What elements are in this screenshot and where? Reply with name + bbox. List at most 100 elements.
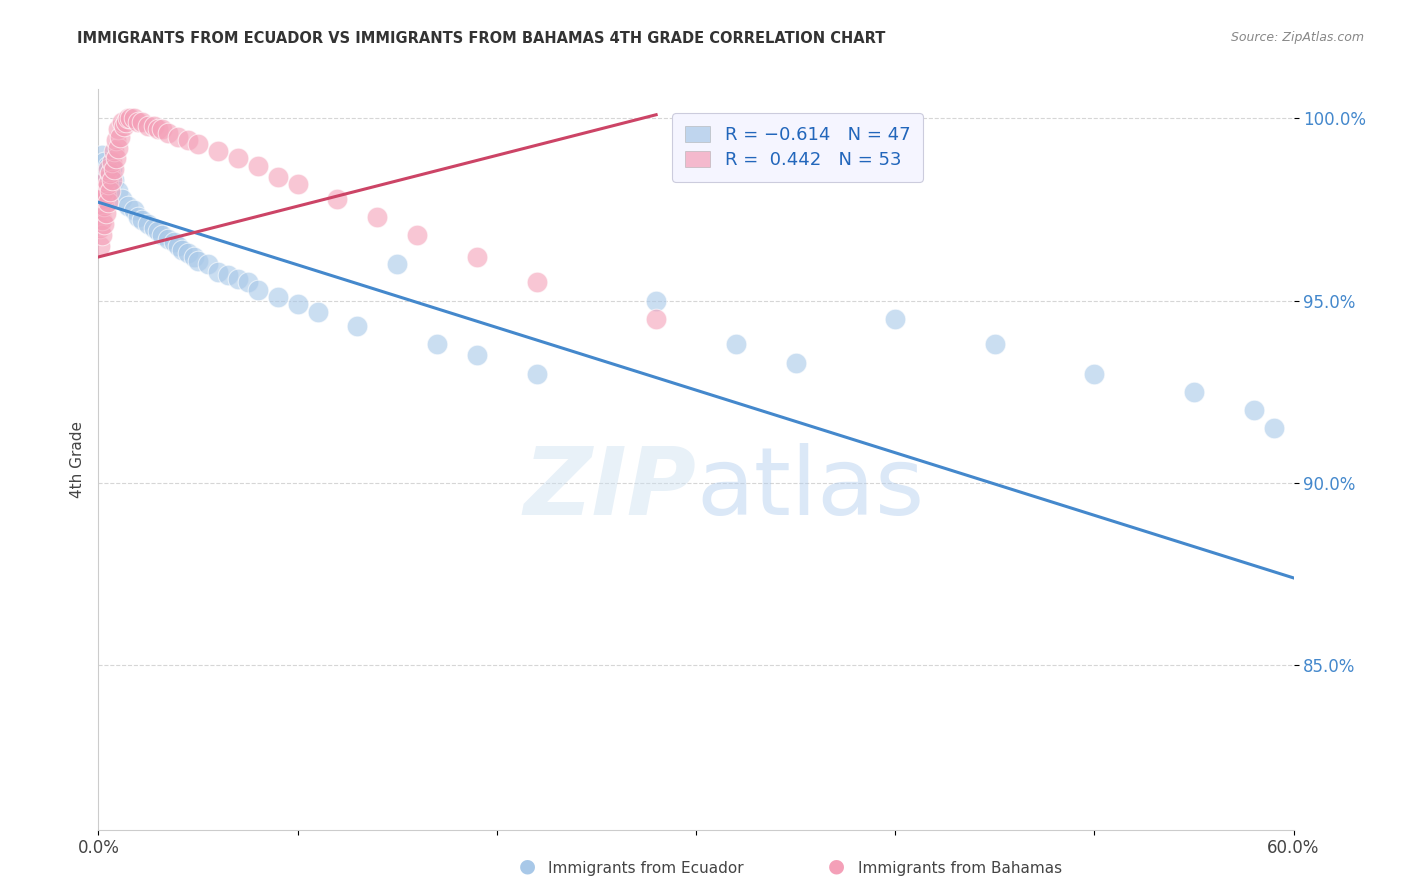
Point (93, 184, 115, 198)
Point (98, 184, 122, 198)
Point (120, 112, 142, 126)
Text: ●: ● (519, 857, 536, 876)
Point (167, 129, 190, 144)
Text: Immigrants from Bahamas: Immigrants from Bahamas (858, 861, 1062, 876)
Point (97, 195, 120, 210)
Point (136, 217, 159, 231)
Point (98, 169, 122, 184)
Point (785, 356, 807, 370)
Point (96, 188, 118, 202)
Point (91, 213, 114, 227)
Point (207, 264, 229, 278)
Point (143, 220, 166, 235)
Point (107, 140, 129, 154)
Point (645, 312, 668, 326)
Point (183, 250, 205, 264)
Point (111, 115, 134, 129)
Point (465, 250, 488, 264)
Point (207, 145, 229, 159)
Point (346, 319, 368, 334)
Point (385, 257, 409, 271)
Point (426, 337, 449, 351)
Point (150, 122, 173, 136)
Point (187, 253, 209, 268)
Point (246, 283, 269, 297)
Point (307, 304, 329, 318)
Point (217, 268, 239, 283)
Point (93, 217, 115, 231)
Point (96, 173, 118, 187)
Point (526, 367, 548, 381)
Y-axis label: 4th Grade: 4th Grade (69, 421, 84, 498)
Point (96, 206, 118, 220)
Text: Source: ZipAtlas.com: Source: ZipAtlas.com (1230, 31, 1364, 45)
Point (124, 112, 146, 126)
Point (177, 246, 200, 260)
Point (117, 112, 139, 126)
Point (172, 243, 194, 257)
Point (167, 239, 190, 253)
Point (112, 119, 135, 133)
Point (157, 232, 180, 246)
Point (366, 210, 388, 224)
Text: ●: ● (828, 857, 845, 876)
Point (1083, 367, 1105, 381)
Point (103, 162, 125, 177)
Point (96, 166, 118, 180)
Point (157, 126, 180, 140)
Point (287, 177, 309, 191)
Point (91, 148, 114, 162)
Point (163, 235, 186, 250)
Point (177, 133, 200, 147)
Point (107, 184, 129, 198)
Point (724, 337, 747, 351)
Point (124, 202, 146, 217)
Point (89, 239, 111, 253)
Point (101, 173, 124, 187)
Point (103, 145, 125, 159)
Point (150, 228, 173, 243)
Text: atlas: atlas (696, 443, 924, 535)
Point (148, 122, 170, 136)
Point (97, 177, 120, 191)
Point (131, 115, 153, 129)
Point (97, 162, 120, 177)
Point (103, 173, 125, 187)
Legend: R = −0.614   N = 47, R =  0.442   N = 53: R = −0.614 N = 47, R = 0.442 N = 53 (672, 113, 922, 182)
Point (89, 202, 111, 217)
Point (197, 257, 219, 271)
Point (105, 152, 128, 166)
Point (101, 162, 124, 177)
Point (267, 290, 290, 304)
Point (267, 169, 290, 184)
Point (465, 348, 488, 362)
Point (115, 115, 138, 129)
Point (187, 136, 209, 151)
Point (1182, 384, 1205, 399)
Point (645, 293, 668, 308)
Point (406, 228, 429, 243)
Point (91, 192, 114, 206)
Text: ZIP: ZIP (523, 443, 696, 535)
Text: Immigrants from Ecuador: Immigrants from Ecuador (548, 861, 744, 876)
Point (1263, 421, 1285, 435)
Point (236, 276, 259, 290)
Point (246, 159, 269, 173)
Point (326, 192, 349, 206)
Point (93, 155, 115, 169)
Point (105, 133, 128, 147)
Point (117, 199, 139, 213)
Point (526, 276, 548, 290)
Point (287, 297, 309, 311)
Point (984, 337, 1007, 351)
Point (136, 119, 159, 133)
Point (89, 220, 111, 235)
Point (143, 119, 166, 133)
Point (148, 224, 170, 238)
Point (226, 272, 249, 286)
Point (97, 159, 120, 173)
Point (127, 115, 149, 129)
Point (110, 129, 132, 144)
Point (1243, 403, 1265, 417)
Point (226, 152, 249, 166)
